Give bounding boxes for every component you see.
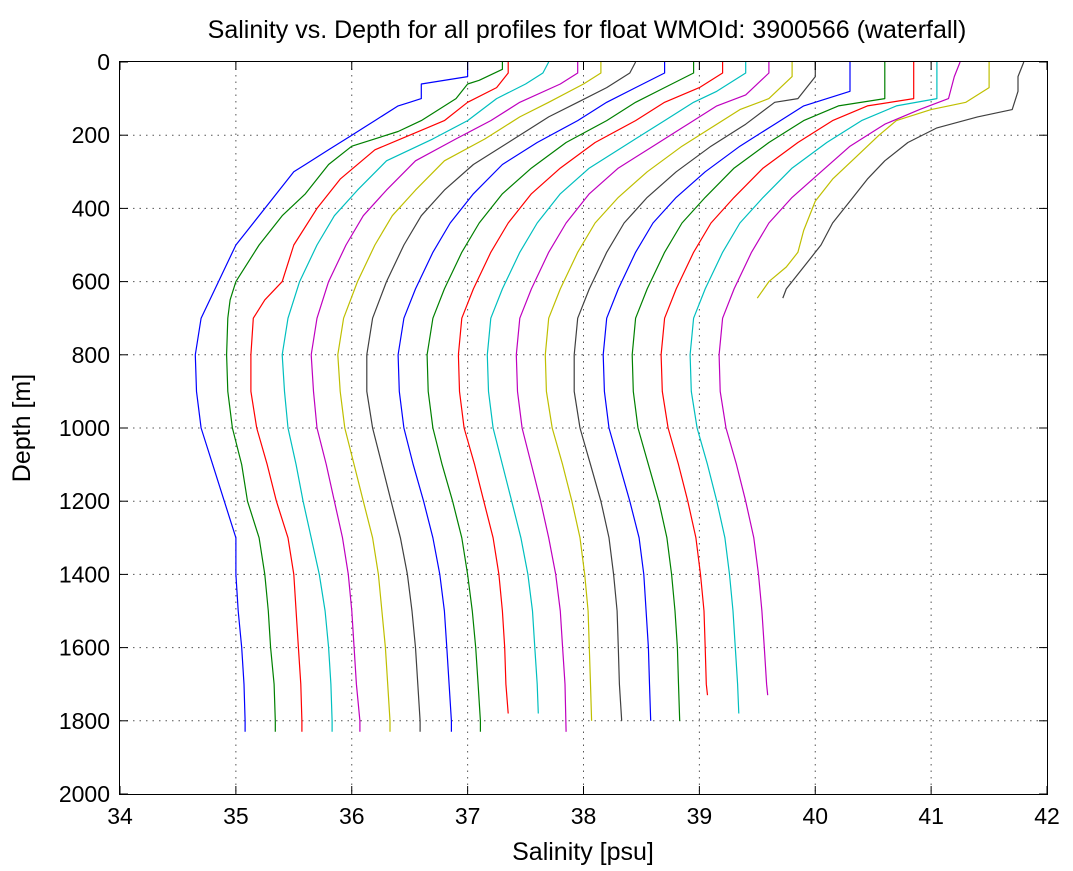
profile-line-18 [689,62,938,714]
profile-line-2 [226,62,503,732]
profile-line-16 [631,62,886,721]
profile-line-17 [660,62,915,696]
x-tick-label: 37 [455,803,481,829]
chart-title: Salinity vs. Depth for all profiles for … [208,16,967,44]
x-tick-label: 38 [571,803,597,829]
profile-line-9 [426,62,695,732]
profile-line-1 [194,62,469,732]
x-tick-label: 35 [223,803,249,829]
plot-frame [119,61,1048,795]
x-tick-label: 41 [918,803,944,829]
profile-line-13 [544,62,793,721]
profile-line-11 [486,62,747,714]
axis-ticks: 34 35 36 37 38 39 40 41 42 0 200 400 600 800 1000 1200 1… [59,49,1060,829]
profile-line-21 [782,61,1025,299]
y-tick-label: 800 [72,342,110,368]
y-tick-label: 0 [97,49,110,75]
profile-line-4 [281,61,550,732]
y-tick-label: 600 [72,269,110,295]
y-tick-label: 2000 [59,781,110,807]
x-tick-label: 39 [687,803,713,829]
y-tick-label: 200 [72,122,110,148]
series-lines [194,61,1025,732]
profile-line-20 [756,62,990,299]
x-tick-label: 40 [802,803,828,829]
profile-line-15 [602,62,851,721]
y-tick-label: 1400 [59,561,110,587]
profile-line-3 [250,62,509,732]
profile-line-6 [337,62,602,732]
profile-line-10 [457,62,724,714]
y-tick-label: 1200 [59,488,110,514]
profile-line-7 [366,61,637,732]
y-tick-label: 1800 [59,708,110,734]
x-tick-label: 36 [339,803,365,829]
y-axis-label: Depth [m] [8,374,36,482]
profile-line-14 [573,62,816,721]
profile-line-8 [397,62,666,732]
x-tick-label: 34 [107,803,133,829]
profile-line-12 [515,62,770,732]
profile-line-19 [718,61,961,696]
y-tick-label: 1600 [59,635,110,661]
x-tick-label: 42 [1034,803,1060,829]
y-tick-label: 400 [72,195,110,221]
x-axis-label: Salinity [psu] [512,838,654,866]
y-tick-label: 1000 [59,415,110,441]
profile-line-5 [310,62,579,732]
